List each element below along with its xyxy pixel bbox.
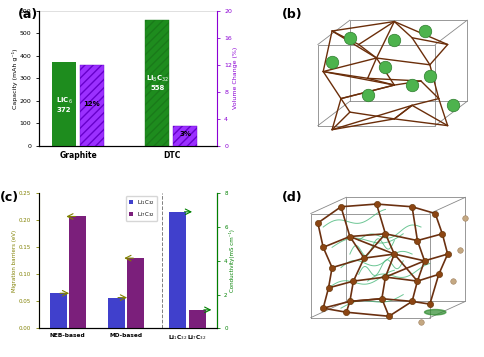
Text: 3%: 3% bbox=[179, 131, 191, 137]
Text: LiC$_6$
372: LiC$_6$ 372 bbox=[56, 96, 73, 113]
Text: (c): (c) bbox=[0, 191, 19, 203]
Bar bbox=[173, 126, 197, 146]
Legend: Li$_1$C$_{32}$, Li$_7$C$_{32}$: Li$_1$C$_{32}$, Li$_7$C$_{32}$ bbox=[126, 196, 157, 221]
Bar bbox=[169, 212, 186, 328]
Y-axis label: Volume Change (%): Volume Change (%) bbox=[233, 47, 239, 110]
Ellipse shape bbox=[424, 310, 446, 315]
Text: (a): (a) bbox=[17, 8, 38, 21]
Bar bbox=[80, 65, 104, 146]
Bar bbox=[49, 293, 66, 328]
Bar bbox=[52, 62, 76, 146]
Text: (d): (d) bbox=[282, 191, 303, 203]
Bar bbox=[69, 216, 86, 328]
Y-axis label: Conductivity(mS cm⁻¹): Conductivity(mS cm⁻¹) bbox=[229, 230, 235, 292]
Y-axis label: Migration barriers (eV): Migration barriers (eV) bbox=[13, 230, 17, 292]
Bar bbox=[189, 310, 206, 328]
Text: 12%: 12% bbox=[84, 101, 101, 107]
Y-axis label: Capacity (mAh g⁻¹): Capacity (mAh g⁻¹) bbox=[12, 48, 18, 109]
Bar bbox=[127, 258, 144, 328]
Text: Li$_8$C$_{32}$
558: Li$_8$C$_{32}$ 558 bbox=[146, 74, 169, 91]
Bar bbox=[145, 20, 169, 146]
Bar bbox=[107, 298, 124, 328]
Text: (b): (b) bbox=[282, 8, 303, 21]
